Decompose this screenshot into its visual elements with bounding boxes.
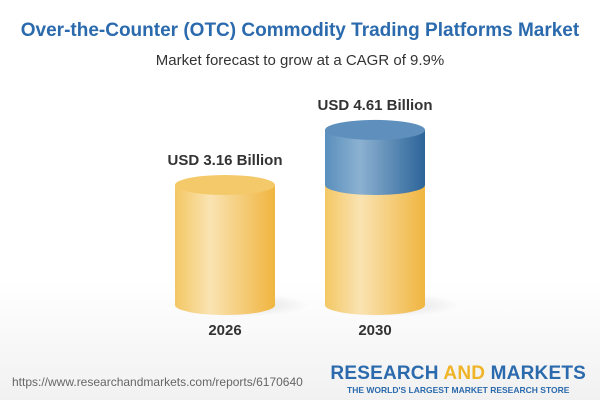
bar-base-2030 bbox=[325, 185, 425, 315]
bar-top-cap bbox=[175, 175, 275, 195]
x-tick-label: 2030 bbox=[358, 322, 391, 339]
x-tick-label: 2026 bbox=[208, 322, 241, 339]
logo-text: MARKETS bbox=[485, 363, 586, 384]
source-url[interactable]: https://www.researchandmarkets.com/repor… bbox=[12, 375, 303, 389]
data-label: USD 3.16 Billion bbox=[167, 152, 282, 169]
bar-base-2026 bbox=[175, 185, 275, 315]
brand-logo: RESEARCH AND MARKETS THE WORLD'S LARGEST… bbox=[330, 364, 586, 395]
chart-subtitle: Market forecast to grow at a CAGR of 9.9… bbox=[155, 52, 445, 69]
chart-title: Over-the-Counter (OTC) Commodity Trading… bbox=[20, 20, 580, 41]
data-label: USD 4.61 Billion bbox=[317, 97, 432, 114]
bar-growth-2030 bbox=[325, 129, 425, 195]
logo-text: AND bbox=[443, 363, 486, 384]
bar-top-cap bbox=[325, 119, 425, 140]
chart-area: USD 3.16 Billion 2026 USD 4.61 Billion 2030 bbox=[167, 97, 460, 339]
logo-tagline: THE WORLD'S LARGEST MARKET RESEARCH STOR… bbox=[347, 385, 570, 395]
logo-text: RESEARCH bbox=[330, 363, 444, 384]
